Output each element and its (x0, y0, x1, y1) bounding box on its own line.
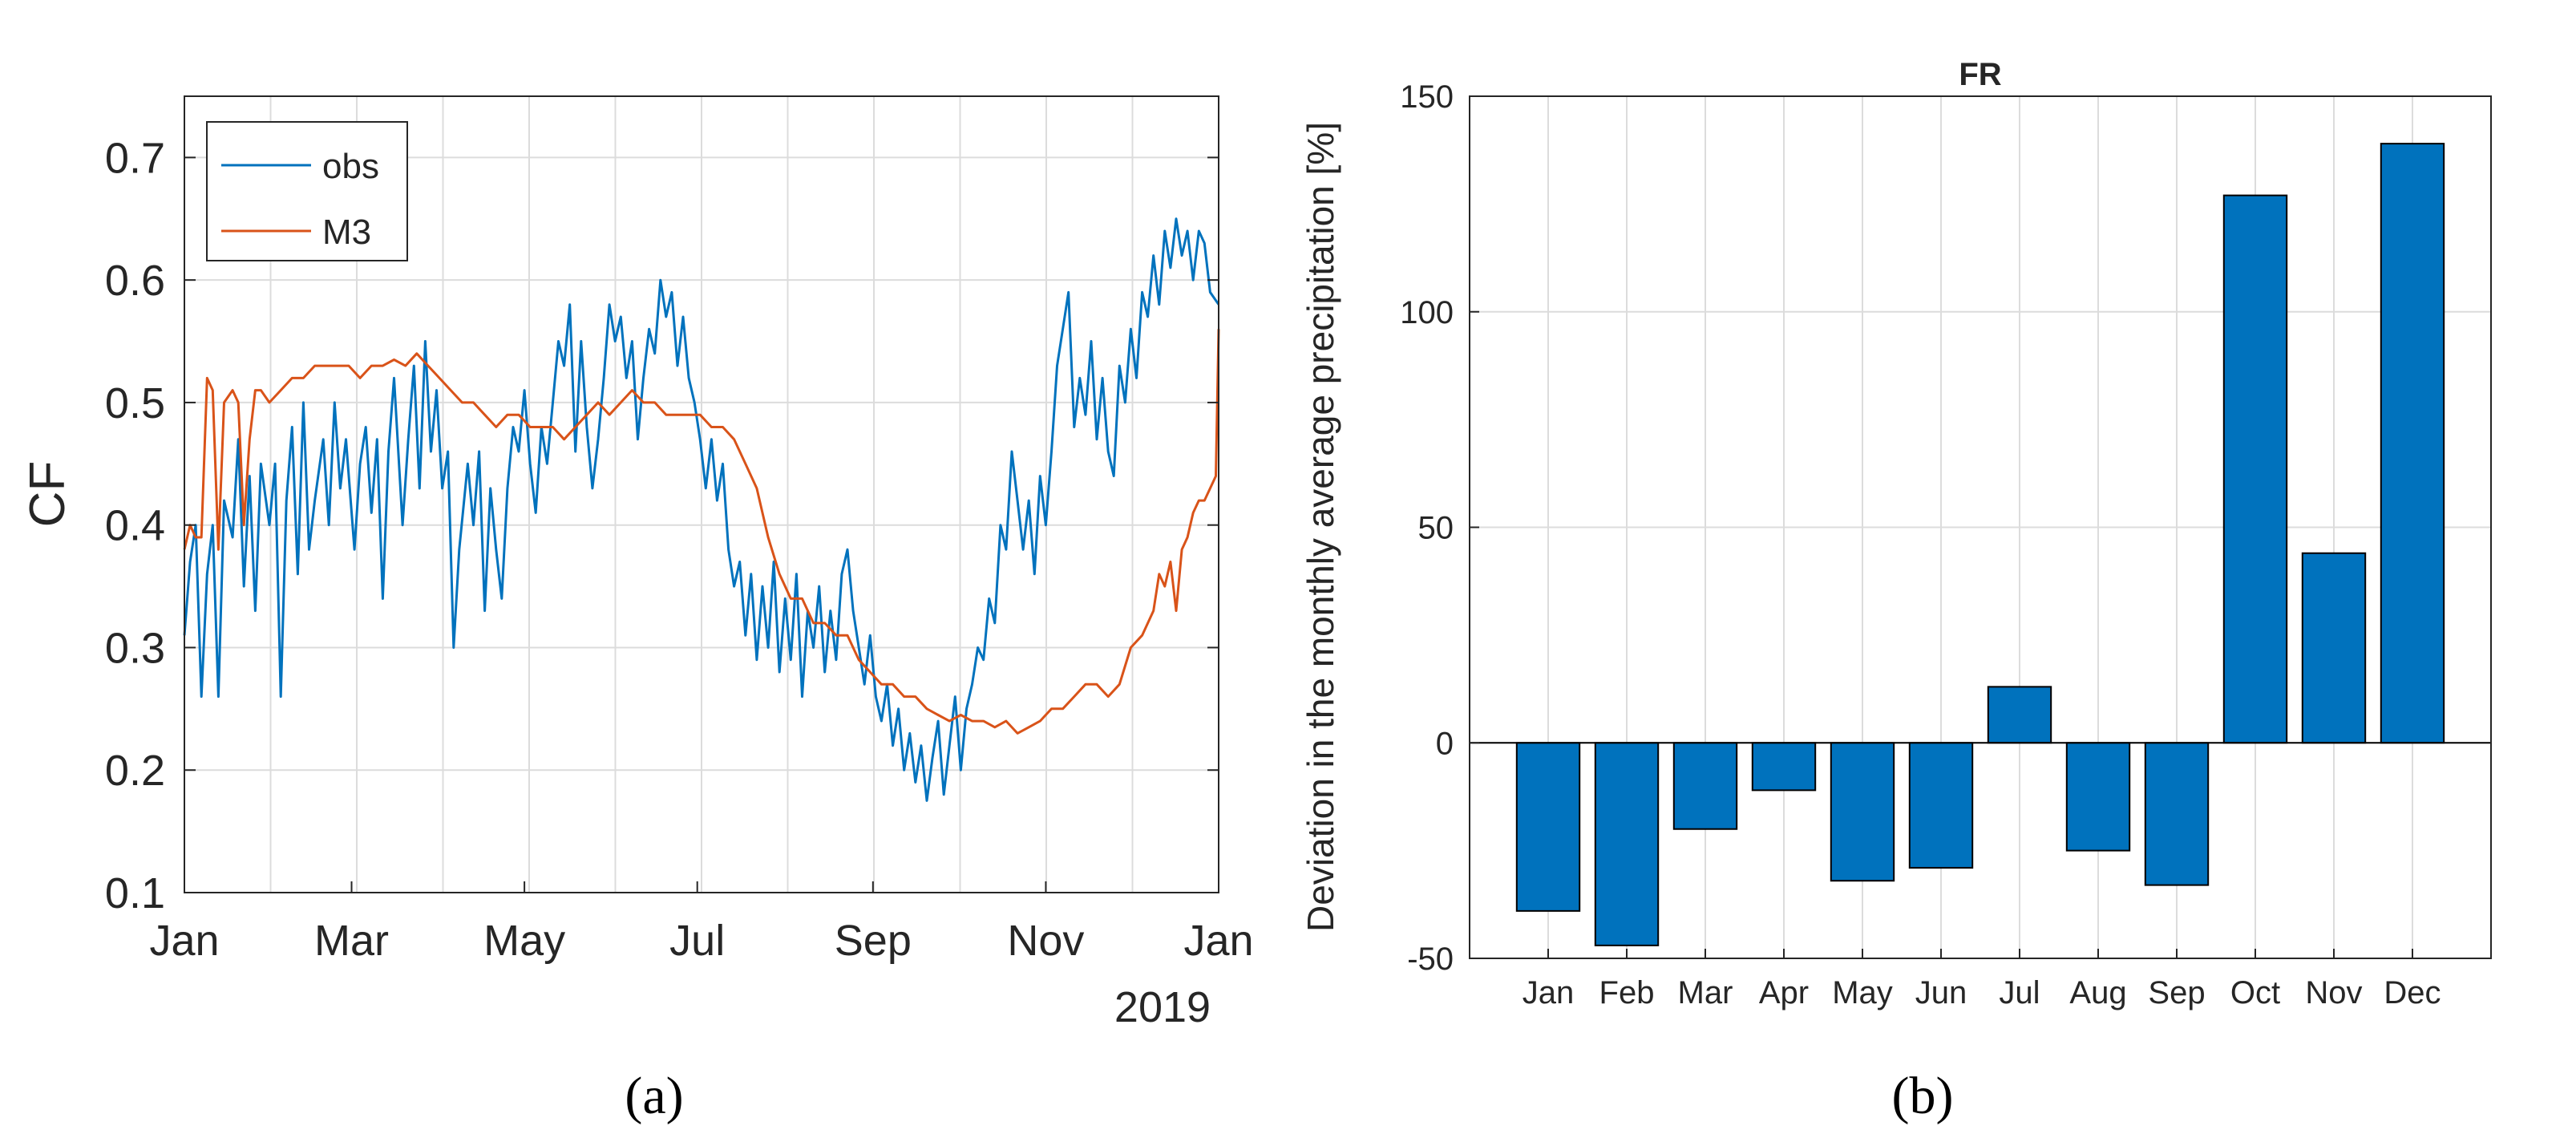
panel-a-x-tick-label: Jan (149, 917, 219, 965)
bar-sep (2144, 742, 2210, 886)
panel-a-caption: (a) (625, 1067, 683, 1125)
panel-b-x-tick-label: Oct (2230, 975, 2280, 1010)
panel-b-y-tick-label: 50 (1418, 511, 1454, 546)
panel-b-x-tick-label: Jul (1999, 975, 2040, 1010)
legend-label-obs: obs (322, 147, 379, 186)
panel-b-x-tick-label: Apr (1759, 975, 1809, 1010)
panel-b-x-tick-label: Aug (2069, 975, 2126, 1010)
panel-b-x-tick-label: Feb (1599, 975, 1655, 1010)
panel-b-caption: (b) (1892, 1067, 1954, 1125)
panel-a-x-tick-label: Jul (669, 917, 725, 965)
bar-feb (1594, 742, 1660, 946)
panel-b-y-tick-label: 100 (1400, 295, 1454, 330)
panel-a-y-tick-label: 0.1 (105, 869, 165, 917)
legend-label-m3: M3 (322, 213, 371, 252)
bar-mar (1672, 742, 1738, 830)
panel-b-bar-chart: -50 0 50 100 150 Jan Feb Mar Apr May Jun Jul Aug Sep… (1300, 57, 2492, 1010)
panel-a-line-chart: 0.1 0.2 0.3 0.4 0.5 0.6 0.7 Jan Mar May Jul Sep Nov… (20, 95, 1254, 1031)
panel-b-x-tick-label: Dec (2384, 975, 2441, 1010)
panel-b-x-tick-label: Sep (2148, 975, 2205, 1010)
panel-b-y-tick-label: 150 (1400, 79, 1454, 115)
panel-a-y-tick-label: 0.7 (105, 134, 165, 182)
panel-b-x-tick-label: Jun (1915, 975, 1967, 1010)
panel-a-y-ticks: 0.1 0.2 0.3 0.4 0.5 0.6 0.7 (105, 134, 1219, 917)
panel-a-y-tick-label: 0.2 (105, 747, 165, 795)
panel-b-bars (1470, 143, 2491, 946)
panel-b-x-tick-label: Mar (1678, 975, 1733, 1010)
panel-b-y-ticks: -50 0 50 100 150 (1400, 79, 1479, 977)
panel-a-legend-box (206, 121, 408, 261)
bar-dec (2380, 143, 2445, 744)
bar-jul (1987, 686, 2052, 744)
panel-b-x-tick-label: Nov (2305, 975, 2362, 1010)
panel-b-y-tick-label: 0 (1436, 726, 1454, 761)
panel-a-x-tick-label: Nov (1007, 917, 1084, 965)
series-line-m3 (183, 329, 1220, 735)
bar-nov (2301, 552, 2367, 744)
bar-apr (1751, 742, 1817, 792)
panel-a-y-tick-label: 0.6 (105, 257, 165, 305)
panel-a-x-tick-label: Sep (835, 917, 912, 965)
panel-b-y-tick-label: -50 (1407, 942, 1454, 977)
panel-a-x-tick-label: May (483, 917, 565, 965)
series-line-obs (183, 217, 1220, 802)
panel-a-x-tick-label: Jan (1183, 917, 1253, 965)
panel-a-x-ticks: Jan Mar May Jul Sep Nov Jan (149, 881, 1254, 965)
panel-a-series (183, 217, 1220, 802)
panel-a-y-tick-label: 0.5 (105, 379, 165, 427)
bar-oct (2222, 194, 2288, 744)
panel-b-x-ticks: Jan Feb Mar Apr May Jun Jul Aug Sep Oct Nov Dec (1523, 949, 2441, 1010)
panel-b-x-tick-label: May (1832, 975, 1893, 1010)
panel-b-y-axis-label: Deviation in the monthly average precipi… (1300, 122, 1341, 932)
panel-a-x-tick-label: Mar (314, 917, 389, 965)
panel-a-secondary-x-label: 2019 (1114, 983, 1211, 1031)
panel-a-y-axis-label: CF (20, 461, 75, 528)
bar-aug (2065, 742, 2131, 852)
panel-a-y-tick-label: 0.4 (105, 502, 165, 550)
panel-a-axes-box (184, 95, 1219, 893)
panel-a-legend: obs M3 (206, 121, 408, 261)
panel-b-title: FR (1959, 57, 2001, 92)
bar-jun (1908, 742, 1974, 869)
panel-b-x-tick-label: Jan (1523, 975, 1575, 1010)
panel-a-y-tick-label: 0.3 (105, 624, 165, 672)
bar-may (1830, 742, 1895, 882)
bar-jan (1515, 742, 1581, 912)
